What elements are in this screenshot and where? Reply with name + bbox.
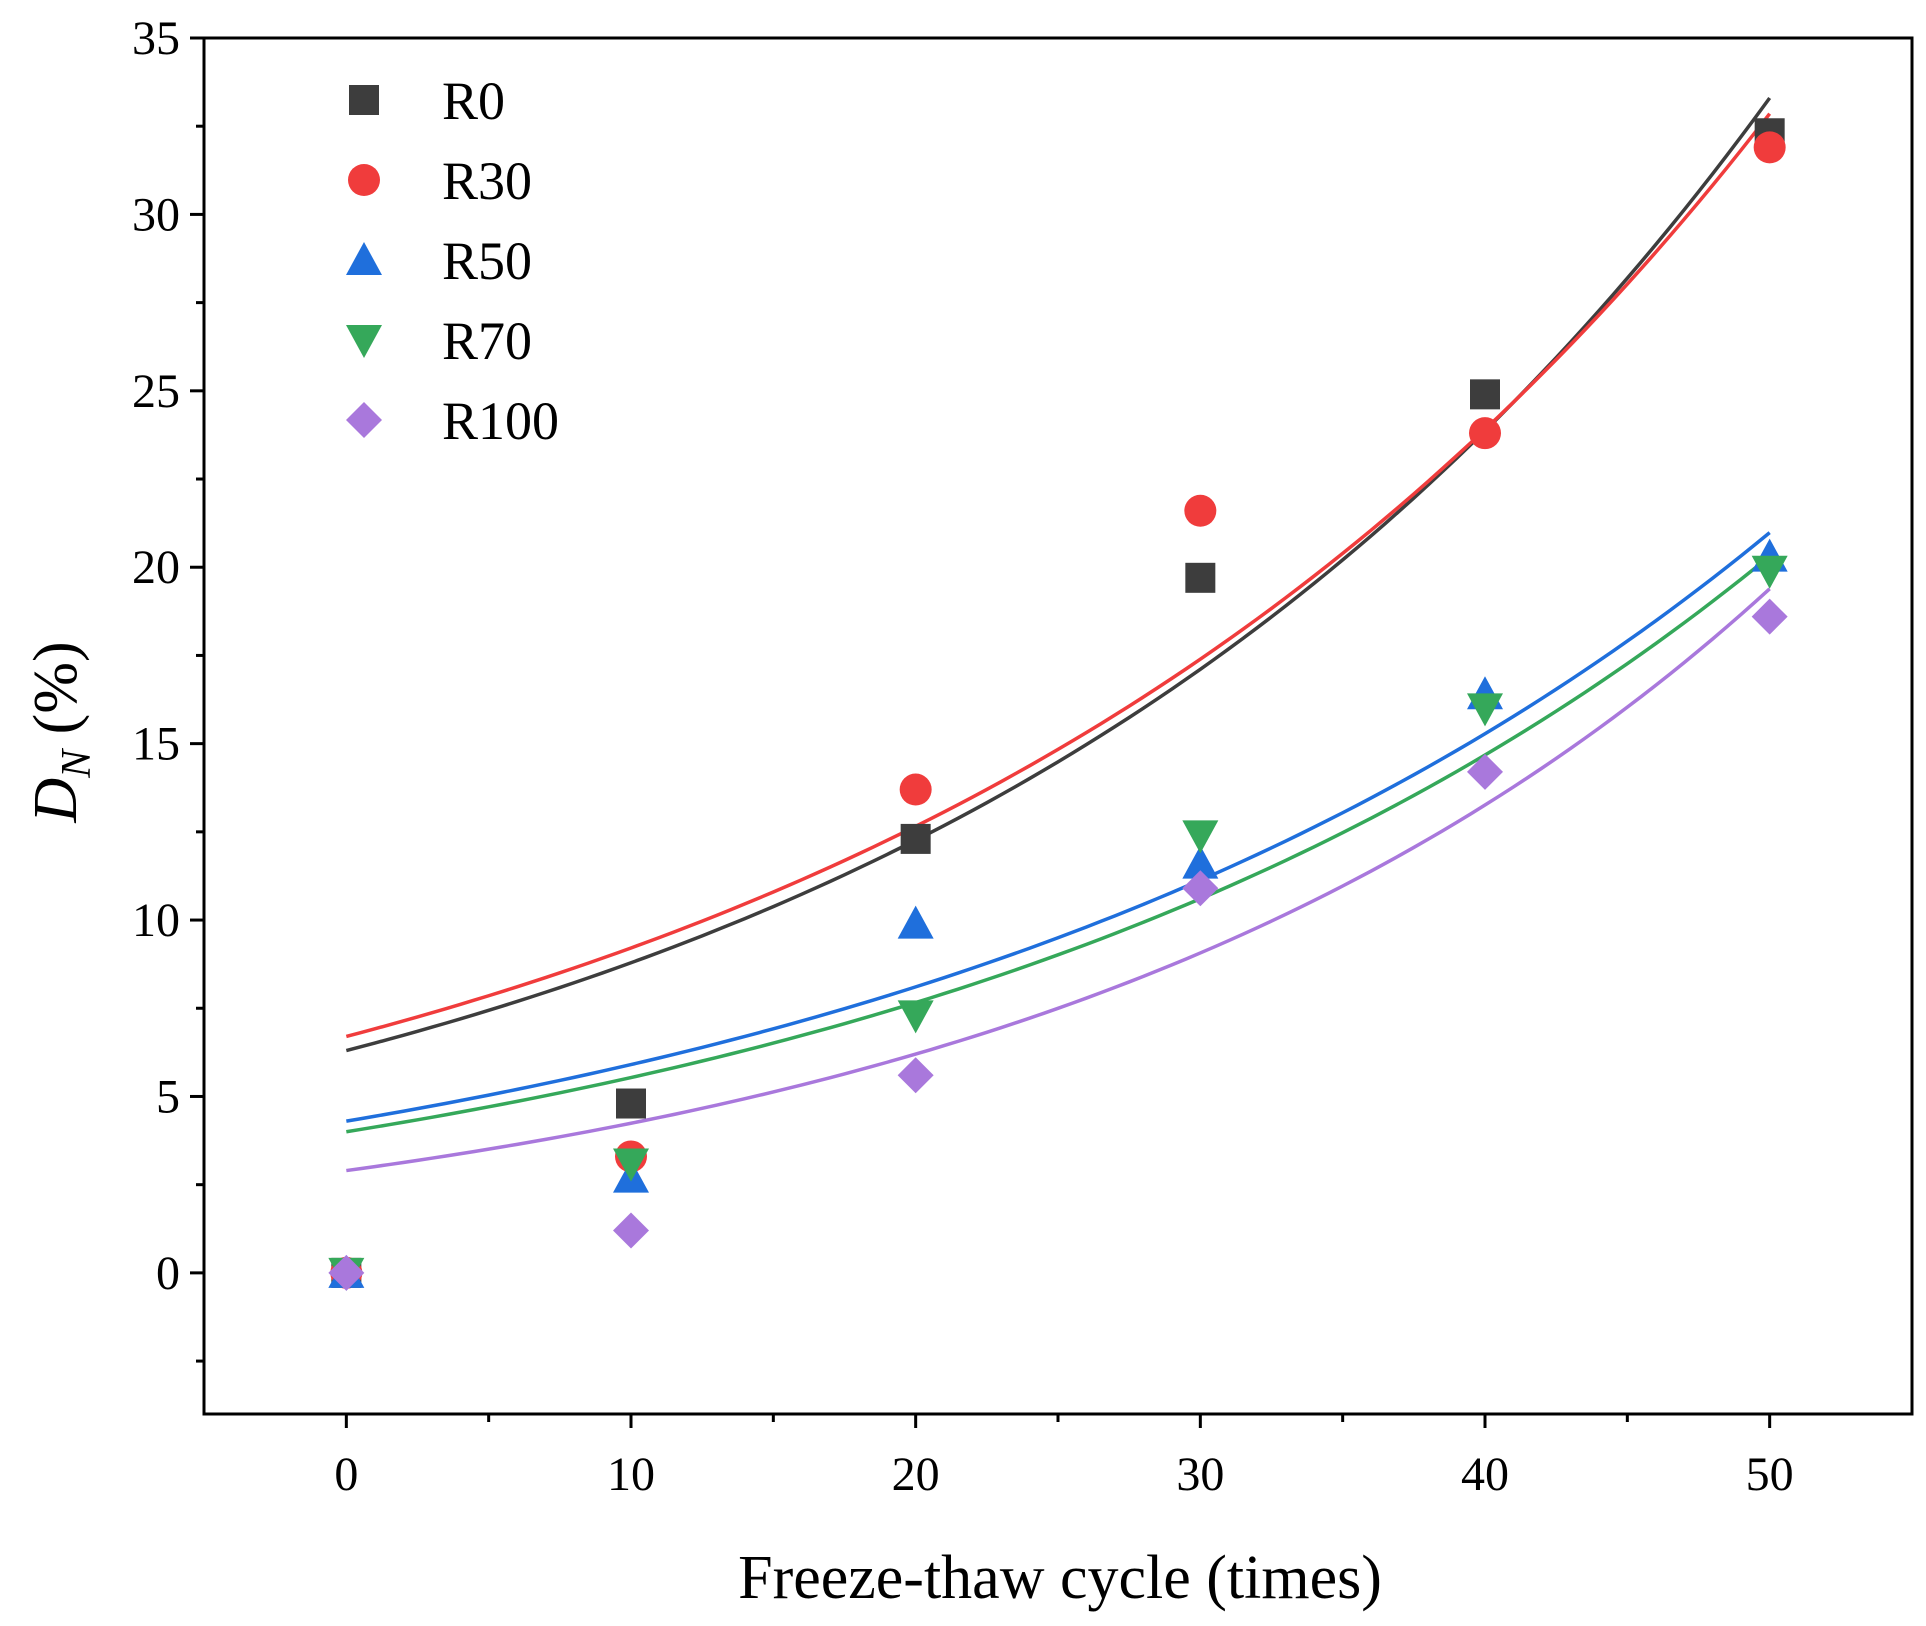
point-r100 bbox=[1467, 753, 1503, 790]
y-axis-title-subscript: N bbox=[54, 748, 100, 779]
legend-label-r30: R30 bbox=[442, 151, 532, 211]
y-tick-label: 0 bbox=[156, 1247, 180, 1300]
point-r50 bbox=[1182, 845, 1219, 879]
legend: R0 R30 R50 R70 R100 bbox=[346, 71, 559, 451]
legend-marker-r70 bbox=[346, 325, 382, 358]
y-tick-label: 5 bbox=[156, 1070, 180, 1123]
point-r100 bbox=[328, 1254, 365, 1291]
point-r0 bbox=[1470, 379, 1500, 410]
fit-line-r0 bbox=[345, 96, 1772, 1053]
x-tick-label: 0 bbox=[334, 1448, 358, 1501]
fit-lines bbox=[345, 96, 1772, 1173]
point-r100 bbox=[1751, 598, 1788, 635]
fit-line-r30 bbox=[345, 112, 1772, 1039]
x-tick-label: 40 bbox=[1461, 1448, 1509, 1501]
point-r100 bbox=[897, 1057, 934, 1094]
legend-marker-r30 bbox=[348, 164, 380, 196]
point-r30 bbox=[1184, 494, 1217, 527]
y-tick-label: 30 bbox=[132, 188, 180, 241]
point-r70 bbox=[613, 1148, 649, 1182]
point-r100 bbox=[613, 1212, 649, 1249]
fit-line-r50 bbox=[346, 531, 1771, 1123]
point-r0 bbox=[900, 823, 931, 854]
legend-label-r100: R100 bbox=[442, 391, 559, 451]
point-r30 bbox=[899, 773, 932, 806]
legend-marker-r100 bbox=[346, 402, 382, 438]
point-r70 bbox=[1182, 820, 1219, 854]
point-r100 bbox=[1182, 870, 1219, 907]
legend-marker-r0 bbox=[349, 85, 379, 115]
point-r30 bbox=[1469, 417, 1501, 450]
point-r70 bbox=[1751, 555, 1788, 589]
legend-label-r50: R50 bbox=[442, 231, 532, 291]
legend-marker-r50 bbox=[346, 242, 382, 275]
point-r0 bbox=[616, 1088, 646, 1119]
data-points bbox=[328, 118, 1788, 1291]
fit-line-r70 bbox=[346, 554, 1771, 1134]
y-tick-label: 20 bbox=[132, 541, 180, 594]
point-r0 bbox=[1185, 562, 1216, 593]
point-r70 bbox=[1467, 693, 1503, 727]
x-axis-title: Freeze-thaw cycle (times) bbox=[738, 1544, 1382, 1612]
x-tick-label: 30 bbox=[1176, 1448, 1224, 1501]
axis-ticks: 0 10 20 30 40 50 0 5 10 15 20 25 30 35 bbox=[132, 12, 1794, 1501]
point-r30 bbox=[1753, 131, 1786, 164]
x-tick-label: 20 bbox=[892, 1448, 940, 1501]
legend-label-r70: R70 bbox=[442, 311, 532, 371]
legend-label-r0: R0 bbox=[442, 71, 505, 131]
y-tick-label: 10 bbox=[132, 894, 180, 947]
y-tick-label: 25 bbox=[132, 365, 180, 418]
y-axis-title-symbol: D bbox=[22, 778, 90, 824]
point-r70 bbox=[897, 1000, 934, 1034]
fit-line-r100 bbox=[346, 587, 1771, 1173]
x-tick-label: 50 bbox=[1746, 1448, 1794, 1501]
y-tick-label: 15 bbox=[132, 718, 180, 771]
y-axis-title-unit: (%) bbox=[22, 641, 90, 749]
x-tick-label: 10 bbox=[607, 1448, 655, 1501]
y-tick-label: 35 bbox=[132, 12, 180, 65]
point-r50 bbox=[897, 905, 934, 939]
y-axis-title: DN (%) bbox=[22, 641, 100, 823]
